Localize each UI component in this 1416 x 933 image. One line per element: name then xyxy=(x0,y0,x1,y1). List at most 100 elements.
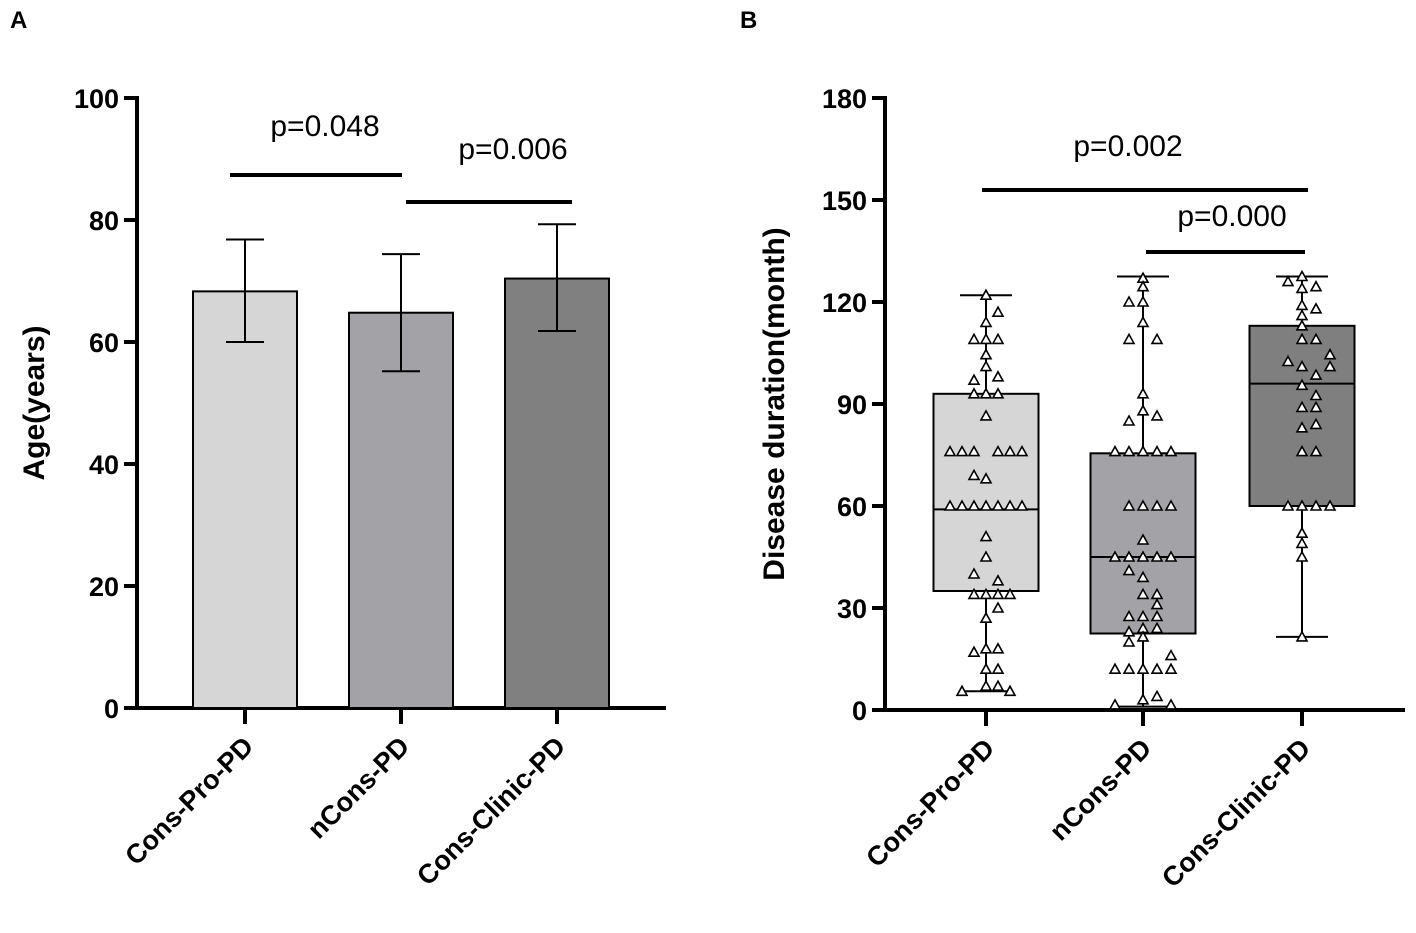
data-point-triangle xyxy=(1295,536,1309,549)
data-point-triangle xyxy=(1136,404,1150,416)
data-point-triangle xyxy=(1164,444,1178,457)
data-point-triangle xyxy=(1164,648,1178,661)
data-point-triangle xyxy=(1136,662,1150,674)
x-tick-label: Cons-Clinic-PD xyxy=(411,731,571,891)
data-point-triangle xyxy=(1136,444,1150,457)
data-point-triangle xyxy=(1309,368,1323,380)
data-point-triangle xyxy=(979,315,993,328)
x-tick-label: Cons-Pro-PD xyxy=(860,733,1000,873)
data-point-triangle xyxy=(1136,570,1150,583)
data-point-triangle xyxy=(991,587,1005,600)
data-point-triangle xyxy=(1150,409,1164,421)
data-point-triangle xyxy=(1309,302,1323,314)
data-point-triangle xyxy=(1150,499,1164,511)
data-point-triangle xyxy=(979,587,993,600)
data-point-triangle xyxy=(1122,563,1136,576)
data-point-triangle xyxy=(1136,533,1150,545)
data-point-triangle xyxy=(943,444,957,457)
data-point-triangle xyxy=(1295,332,1309,345)
data-point-triangle xyxy=(979,679,993,691)
data-point-triangle xyxy=(1295,298,1309,311)
bar xyxy=(348,311,454,709)
data-point-triangle xyxy=(1295,526,1309,538)
data-point-triangle xyxy=(1281,354,1295,367)
data-point-triangle xyxy=(1323,359,1337,372)
data-point-triangle xyxy=(979,642,993,654)
box xyxy=(1248,324,1356,507)
y-tick-label: 120 xyxy=(822,288,867,318)
data-point-triangle xyxy=(1136,609,1150,622)
data-point-triangle xyxy=(979,288,993,300)
data-point-triangle xyxy=(979,611,993,623)
data-point-triangle xyxy=(1295,319,1309,331)
data-point-triangle xyxy=(1281,274,1295,287)
data-point-triangle xyxy=(967,499,981,511)
data-point-triangle xyxy=(1136,630,1150,642)
panel-a-bar-chart: 0 20 40 60 80 100 Age(years) Cons-Pro-PD nCons-P… xyxy=(18,84,666,891)
bar xyxy=(504,277,610,709)
data-point-triangle xyxy=(979,472,993,484)
data-point-triangle xyxy=(1136,295,1150,307)
data-point-triangle xyxy=(1150,662,1164,674)
data-point-triangle xyxy=(1108,550,1122,562)
y-tick-label: 60 xyxy=(837,492,867,522)
data-point-triangle xyxy=(1295,421,1309,433)
data-point-triangle xyxy=(1309,280,1323,292)
data-point-triangle xyxy=(1015,444,1029,457)
data-point-triangle xyxy=(1136,499,1150,511)
data-point-triangle xyxy=(1136,550,1150,562)
data-point-triangle xyxy=(1164,698,1178,710)
data-point-triangle xyxy=(1122,609,1136,622)
data-point-triangle xyxy=(1108,444,1122,457)
data-point-triangle xyxy=(991,679,1005,691)
data-point-triangle xyxy=(967,444,981,457)
data-point-triangle xyxy=(1136,693,1150,705)
data-point-triangle xyxy=(979,662,993,674)
data-point-triangle xyxy=(991,444,1005,457)
data-point-triangle xyxy=(991,574,1005,586)
data-point-triangle xyxy=(991,387,1005,399)
p-value-label: p=0.006 xyxy=(458,133,567,166)
panel-b-box-plot: 0 30 60 90 120 150 180 Disease duration(month) C… xyxy=(758,84,1405,893)
data-point-triangle xyxy=(1003,499,1017,511)
x-tick-label: Cons-Clinic-PD xyxy=(1156,733,1316,893)
data-point-triangle xyxy=(1295,444,1309,457)
data-point-triangle xyxy=(1309,417,1323,430)
data-point-triangle xyxy=(967,567,981,579)
panel-label-a: A xyxy=(10,7,27,34)
data-point-triangle xyxy=(1150,332,1164,345)
data-point-triangle xyxy=(1150,444,1164,457)
data-point-triangle xyxy=(1295,359,1309,372)
y-tick-label: 30 xyxy=(837,594,867,624)
p-value-label: p=0.048 xyxy=(270,110,379,143)
data-point-triangle xyxy=(979,348,993,360)
data-point-triangle xyxy=(967,373,981,385)
data-point-triangle xyxy=(1309,388,1323,401)
data-point-triangle xyxy=(1122,550,1136,562)
data-point-triangle xyxy=(1122,662,1136,674)
data-point-triangle xyxy=(979,332,993,345)
data-point-triangle xyxy=(991,370,1005,382)
data-point-triangle xyxy=(1295,378,1309,391)
data-point-triangle xyxy=(979,529,993,542)
data-point-triangle xyxy=(955,499,969,511)
data-point-triangle xyxy=(979,387,993,399)
data-point-triangle xyxy=(1295,281,1309,294)
data-point-triangle xyxy=(1122,414,1136,426)
data-point-triangle xyxy=(991,332,1005,345)
p-value-label: p=0.002 xyxy=(1073,130,1182,163)
y-tick-label: 0 xyxy=(104,694,119,724)
data-point-triangle xyxy=(1150,550,1164,562)
data-point-triangle xyxy=(1295,269,1309,282)
y-tick-label: 150 xyxy=(822,186,867,216)
y-tick-label: 20 xyxy=(89,572,119,602)
data-point-triangle xyxy=(1003,587,1017,600)
data-point-triangle xyxy=(1295,499,1309,511)
data-point-triangle xyxy=(1164,550,1178,562)
y-tick-label: 90 xyxy=(837,390,867,420)
x-tick-label: nCons-PD xyxy=(1044,733,1157,846)
data-point-triangle xyxy=(1309,499,1323,511)
data-point-triangle xyxy=(1323,348,1337,360)
data-point-triangle xyxy=(967,332,981,345)
data-point-triangle xyxy=(1295,550,1309,562)
